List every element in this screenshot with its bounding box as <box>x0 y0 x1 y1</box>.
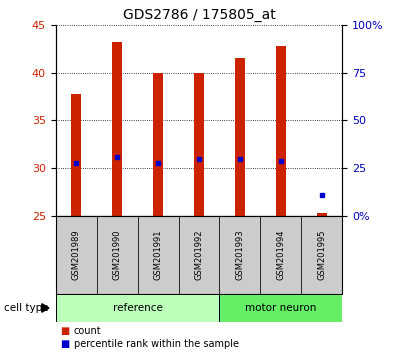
Text: ■: ■ <box>60 339 69 349</box>
Bar <box>97 216 138 294</box>
Bar <box>138 216 179 294</box>
Text: GSM201990: GSM201990 <box>113 230 122 280</box>
Bar <box>179 216 219 294</box>
Bar <box>260 216 301 294</box>
Bar <box>276 46 286 216</box>
Bar <box>112 42 122 216</box>
Text: motor neuron: motor neuron <box>245 303 316 313</box>
Text: GSM201992: GSM201992 <box>195 230 203 280</box>
Text: GSM201993: GSM201993 <box>236 229 244 280</box>
Bar <box>153 73 163 216</box>
Text: percentile rank within the sample: percentile rank within the sample <box>74 339 239 349</box>
Text: count: count <box>74 326 101 336</box>
Bar <box>71 93 81 216</box>
Bar <box>317 213 327 216</box>
Text: reference: reference <box>113 303 162 313</box>
Text: ■: ■ <box>60 326 69 336</box>
Text: GSM201994: GSM201994 <box>276 230 285 280</box>
Text: GSM201989: GSM201989 <box>72 229 81 280</box>
Bar <box>219 294 342 322</box>
Bar <box>301 216 342 294</box>
Bar <box>219 216 260 294</box>
Text: cell type: cell type <box>4 303 49 313</box>
Text: GSM201991: GSM201991 <box>154 230 162 280</box>
Bar <box>56 294 219 322</box>
Title: GDS2786 / 175805_at: GDS2786 / 175805_at <box>123 8 275 22</box>
Bar <box>235 58 245 216</box>
Bar <box>194 73 204 216</box>
Bar <box>56 216 97 294</box>
Text: GSM201995: GSM201995 <box>317 230 326 280</box>
